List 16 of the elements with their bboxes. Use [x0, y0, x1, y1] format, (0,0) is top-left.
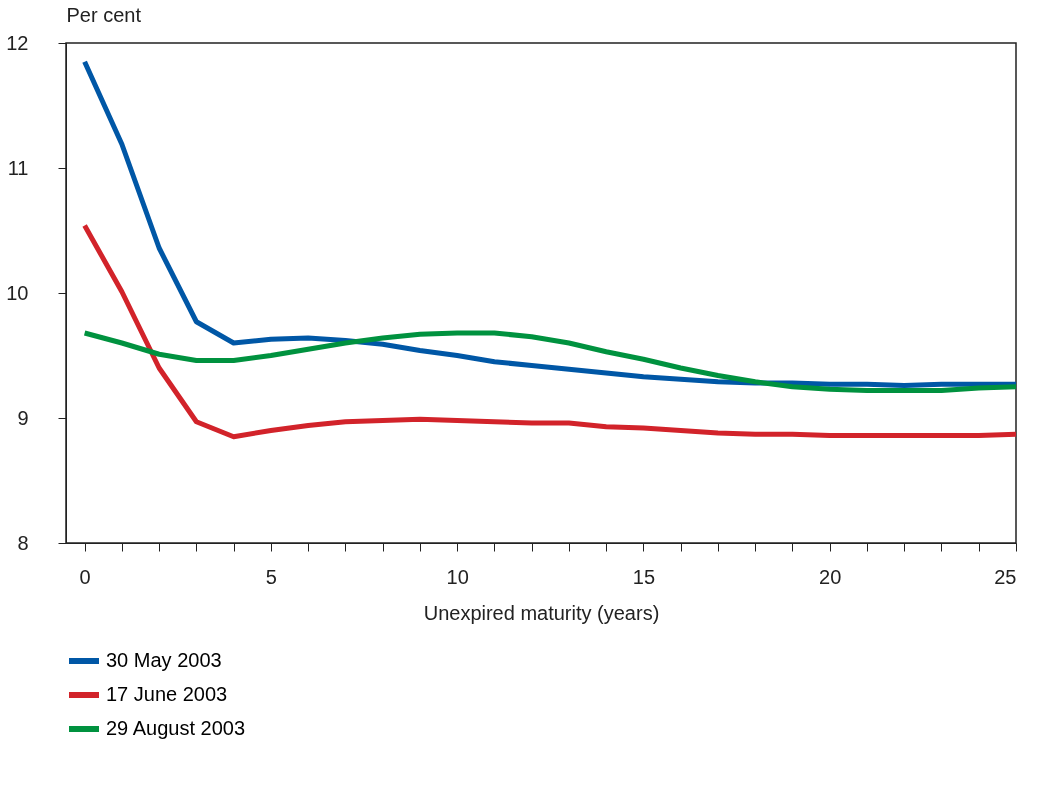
legend-label: 17 June 2003 — [106, 683, 228, 705]
y-tick-label: 8 — [17, 531, 29, 554]
y-tick-label: 12 — [6, 31, 29, 54]
y-tick-label: 11 — [7, 156, 29, 179]
x-tick-label: 10 — [446, 565, 469, 588]
x-tick-label: 0 — [79, 565, 91, 588]
y-tick-label: 9 — [17, 406, 29, 429]
x-axis-title: Unexpired maturity (years) — [423, 601, 660, 624]
x-tick-label: 15 — [632, 565, 656, 588]
x-tick-label: 20 — [819, 565, 842, 588]
x-tick-label: 25 — [994, 565, 1017, 588]
legend-label: 30 May 2003 — [106, 649, 222, 671]
y-tick-label: 10 — [6, 281, 29, 304]
y-axis-title: Per cent — [66, 3, 142, 26]
x-tick-label: 5 — [265, 565, 277, 588]
legend-label: 29 August 2003 — [106, 717, 246, 739]
